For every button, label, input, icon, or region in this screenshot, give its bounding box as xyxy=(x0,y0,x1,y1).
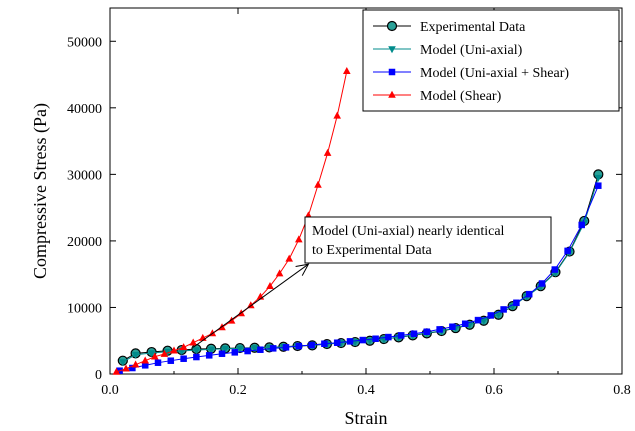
data-point xyxy=(333,112,341,119)
data-point xyxy=(475,317,481,323)
series-line-0 xyxy=(123,174,599,360)
data-point xyxy=(539,280,545,286)
x-axis-label: Strain xyxy=(345,408,388,428)
legend-label: Experimental Data xyxy=(420,20,526,35)
data-point xyxy=(295,235,303,242)
data-point xyxy=(347,338,353,344)
data-point xyxy=(437,326,443,332)
x-tick-label: 0.6 xyxy=(485,383,503,398)
data-point xyxy=(219,351,225,357)
data-point xyxy=(324,149,332,156)
data-point xyxy=(513,300,519,306)
data-point xyxy=(257,347,263,353)
data-point xyxy=(296,343,302,349)
annotation-text-line-2: to Experimental Data xyxy=(312,243,433,258)
data-point xyxy=(488,312,494,318)
data-point xyxy=(314,181,322,188)
legend: Experimental Data Model (Uni-axial) Model … xyxy=(363,10,619,111)
series-line-1 xyxy=(123,178,599,362)
legend-label: Model (Shear) xyxy=(420,89,502,104)
y-tick-label: 30000 xyxy=(67,168,102,183)
data-point xyxy=(579,222,585,228)
legend-marker xyxy=(388,22,397,31)
data-point xyxy=(398,332,404,338)
data-point xyxy=(189,339,197,346)
data-point xyxy=(283,344,289,350)
data-point xyxy=(168,358,174,364)
annotation-text-line-1: Model (Uni-axial) nearly identical xyxy=(312,224,505,239)
data-point xyxy=(595,183,601,189)
y-tick-label: 20000 xyxy=(67,235,102,250)
data-point xyxy=(360,337,366,343)
data-point xyxy=(385,334,391,340)
x-tick-label: 0.0 xyxy=(101,383,119,398)
data-point xyxy=(501,306,507,312)
data-point xyxy=(373,336,379,342)
y-axis-label: Compressive Stress (Pa) xyxy=(30,103,51,279)
data-point xyxy=(206,352,212,358)
series-0 xyxy=(118,170,603,365)
data-point xyxy=(565,248,571,254)
data-point xyxy=(321,341,327,347)
x-tick-label: 0.8 xyxy=(613,383,631,398)
legend-label: Model (Uni-axial + Shear) xyxy=(420,66,569,81)
data-point xyxy=(334,340,340,346)
data-point xyxy=(343,67,351,74)
y-tick-label: 40000 xyxy=(67,102,102,117)
annotation-arrow xyxy=(193,264,308,347)
data-point xyxy=(526,291,532,297)
data-point xyxy=(199,334,207,341)
legend-label: Model (Uni-axial) xyxy=(420,43,523,58)
annotation: Model (Uni-axial) nearly identical to Ex… xyxy=(193,217,551,347)
y-tick-label: 50000 xyxy=(67,35,102,50)
data-point xyxy=(285,255,293,262)
data-point xyxy=(424,329,430,335)
data-point xyxy=(270,345,276,351)
data-point xyxy=(181,356,187,362)
x-tick-label: 0.4 xyxy=(357,383,375,398)
data-point xyxy=(411,331,417,337)
x-tick-label: 0.2 xyxy=(229,383,247,398)
data-point xyxy=(449,324,455,330)
data-point xyxy=(232,349,238,355)
data-point xyxy=(245,348,251,354)
y-tick-label: 10000 xyxy=(67,301,102,316)
data-point xyxy=(552,267,558,273)
data-point xyxy=(309,342,315,348)
legend-marker xyxy=(389,69,395,75)
y-tick-label: 0 xyxy=(95,368,102,383)
data-point xyxy=(155,360,161,366)
data-point xyxy=(193,354,199,360)
data-point xyxy=(462,321,468,327)
